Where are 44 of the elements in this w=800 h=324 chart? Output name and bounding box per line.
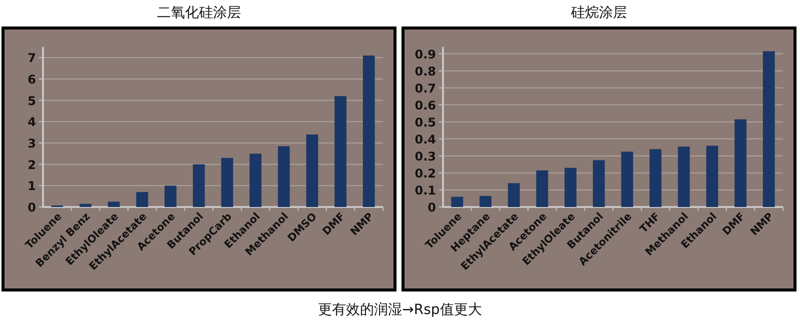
bar xyxy=(306,134,318,207)
bar xyxy=(362,56,375,207)
bar xyxy=(250,154,262,207)
bar xyxy=(278,146,290,207)
bar xyxy=(192,164,205,207)
y-tick-label: 0.5 xyxy=(414,115,436,130)
bar xyxy=(621,152,634,207)
y-tick-label: 0.6 xyxy=(414,98,436,112)
y-tick-label: 0 xyxy=(28,200,36,214)
y-tick-label: 0.9 xyxy=(414,47,436,62)
bar xyxy=(164,186,176,207)
y-tick-label: 0 xyxy=(428,200,436,214)
y-tick-label: 2 xyxy=(28,158,36,172)
bar xyxy=(564,168,576,207)
bar xyxy=(334,96,346,207)
y-tick-label: 0.2 xyxy=(414,166,436,180)
bar xyxy=(536,170,548,207)
bar xyxy=(480,196,492,207)
y-tick-label: 0.3 xyxy=(414,149,436,164)
y-tick-label: 1 xyxy=(28,179,36,194)
y-tick-label: 6 xyxy=(28,72,36,86)
bar xyxy=(706,146,718,207)
bar xyxy=(80,204,92,207)
bar xyxy=(451,196,464,207)
bar xyxy=(108,202,120,207)
bar xyxy=(734,119,746,207)
y-tick-label: 0.1 xyxy=(414,183,436,198)
bar xyxy=(592,160,605,207)
bar xyxy=(221,158,234,207)
bar xyxy=(762,51,775,207)
y-tick-label: 0.4 xyxy=(414,132,436,146)
bar xyxy=(678,146,690,207)
bar xyxy=(508,183,520,207)
chart-title: 硅烷涂层 xyxy=(570,5,627,21)
chart-title: 二氧化硅涂层 xyxy=(157,5,241,21)
y-tick-label: 7 xyxy=(28,51,36,66)
bar xyxy=(650,149,662,207)
y-tick-label: 0.7 xyxy=(414,81,436,96)
y-tick-label: 0.8 xyxy=(414,64,436,78)
y-tick-label: 4 xyxy=(28,115,36,130)
bar xyxy=(136,192,148,207)
y-tick-label: 5 xyxy=(28,94,36,108)
text: 更有效的润湿→Rsp值更大 xyxy=(318,302,482,318)
y-tick-label: 3 xyxy=(28,136,36,150)
